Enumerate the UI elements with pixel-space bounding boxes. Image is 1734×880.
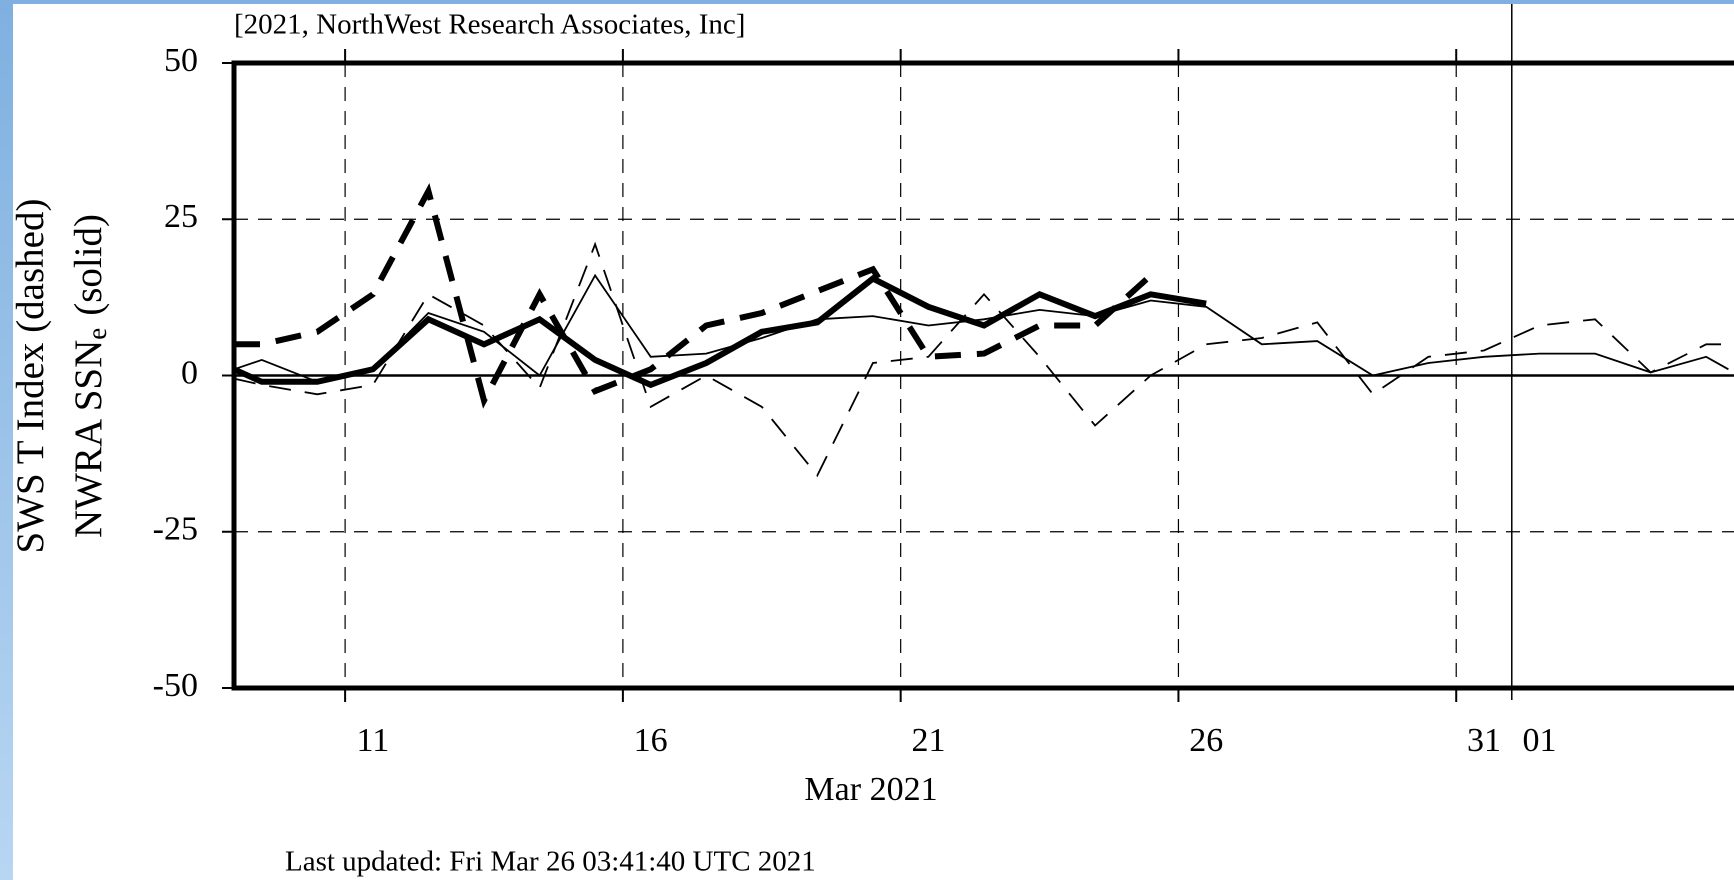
x-tick-label: 01 [1523, 722, 1557, 759]
panel [13, 4, 1734, 880]
thick-line [234, 182, 1153, 409]
x-tick-label: 11 [357, 722, 390, 759]
footer: Last updated: Fri Mar 26 03:41:40 UTC 20… [285, 846, 816, 878]
y-axis-label: SWS T Index (dashed) [9, 199, 52, 554]
x-tick-label: 21 [911, 722, 945, 759]
thin-line [233, 273, 1729, 383]
credit: [2021, NorthWest Research Associates, In… [234, 9, 745, 41]
x-tick-label: 16 [634, 722, 668, 759]
y-tick-label: -50 [153, 667, 198, 704]
x-tick-label: 31 [1467, 722, 1501, 759]
thick-line [232, 275, 1207, 389]
y-tick-label: -25 [153, 511, 198, 548]
y-label-main: NWRA SSN [67, 340, 110, 538]
y-label-suffix: (solid) [67, 214, 110, 316]
y-tick-label: 50 [164, 42, 198, 79]
plot-frame [231, 60, 1734, 691]
x-tick-label: 26 [1189, 722, 1223, 759]
thin-line [233, 241, 1729, 478]
y-tick-label: 0 [181, 354, 198, 391]
x-axis-label: Mar 2021 [804, 771, 937, 808]
y-axis-label-2: NWRA SSNe (solid) [67, 214, 112, 538]
y-label-sub: e [82, 328, 112, 340]
y-tick-label: 25 [164, 198, 198, 235]
